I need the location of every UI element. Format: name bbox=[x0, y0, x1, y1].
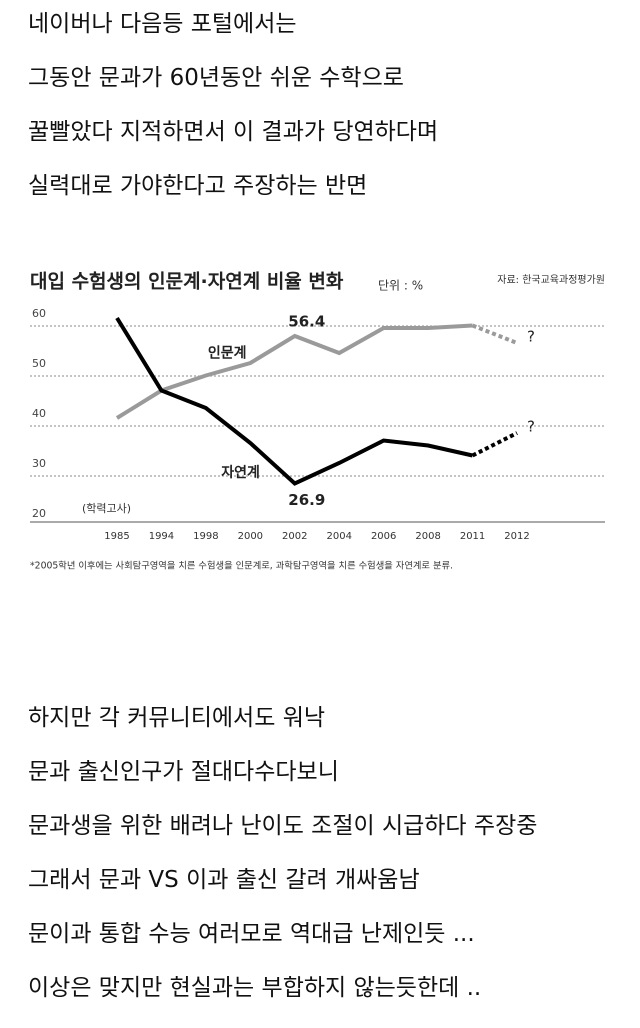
series-label: 자연계 bbox=[221, 465, 260, 481]
text-line: 네이버나 다음등 포털에서는 bbox=[28, 11, 297, 37]
y-tick-label: 50 bbox=[32, 357, 46, 370]
y-tick-label: 60 bbox=[32, 307, 46, 320]
unit: 단위 : % bbox=[378, 279, 423, 293]
x-tick-label: 2006 bbox=[371, 531, 396, 542]
chart: 대입 수험생의 인문계·자연계 비율 변화 단위 : % 자료: 한국교육과정평가원… bbox=[30, 271, 605, 572]
x-tick-label: 1998 bbox=[193, 531, 218, 542]
text-line: 꿀빨았다 지적하면서 이 결과가 당연하다며 bbox=[28, 119, 439, 145]
projection-mark: ? bbox=[527, 418, 535, 436]
text-line: 문과생을 위한 배려나 난이도 조절이 시급하다 주장중 bbox=[28, 813, 538, 839]
text-line: 이상은 맞지만 현실과는 부합하지 않는듯한데 .. bbox=[28, 975, 482, 1001]
x-tick-label: 2004 bbox=[326, 531, 351, 542]
series-line bbox=[115, 316, 473, 486]
x-tick-label: 2008 bbox=[415, 531, 440, 542]
text-line: 하지만 각 커뮤니티에서도 워낙 bbox=[28, 705, 326, 731]
text-line: 그동안 문과가 60년동안 쉬운 수학으로 bbox=[28, 65, 404, 91]
chart-title: 대입 수험생의 인문계·자연계 비율 변화 bbox=[30, 271, 344, 293]
data-label: 26.9 bbox=[288, 491, 325, 509]
x-tick-label: 1985 bbox=[104, 531, 129, 542]
x-tick-label: 2011 bbox=[460, 531, 485, 542]
projection-line bbox=[471, 431, 518, 458]
x-tick-label: 2000 bbox=[238, 531, 263, 542]
series-label: 인문계 bbox=[208, 345, 247, 362]
y-tick-label: 20 bbox=[32, 507, 46, 520]
series-line bbox=[115, 323, 473, 420]
text-line: 문과 출신인구가 절대다수다보니 bbox=[28, 759, 339, 785]
projection-mark: ? bbox=[527, 328, 535, 346]
x-tick-label: 2002 bbox=[282, 531, 307, 542]
annotation: (학력고사) bbox=[82, 502, 131, 515]
y-tick-label: 40 bbox=[32, 407, 46, 420]
projection-line bbox=[471, 323, 518, 345]
data-label: 56.4 bbox=[288, 313, 325, 331]
x-tick-label: 1994 bbox=[149, 531, 174, 542]
text-line: 문이과 통합 수능 여러모로 역대급 난제인듯 ... bbox=[28, 921, 475, 947]
footnote: *2005학년 이후에는 사회탐구영역을 치른 수험생을 인문계로, 과학탐구영… bbox=[30, 560, 453, 572]
source: 자료: 한국교육과정평가원 bbox=[497, 274, 605, 286]
x-tick-label: 2012 bbox=[504, 531, 529, 542]
y-tick-label: 30 bbox=[32, 457, 46, 470]
text-line: 그래서 문과 VS 이과 출신 갈려 개싸움남 bbox=[28, 867, 420, 893]
text-line: 실력대로 가야한다고 주장하는 반면 bbox=[28, 173, 368, 199]
